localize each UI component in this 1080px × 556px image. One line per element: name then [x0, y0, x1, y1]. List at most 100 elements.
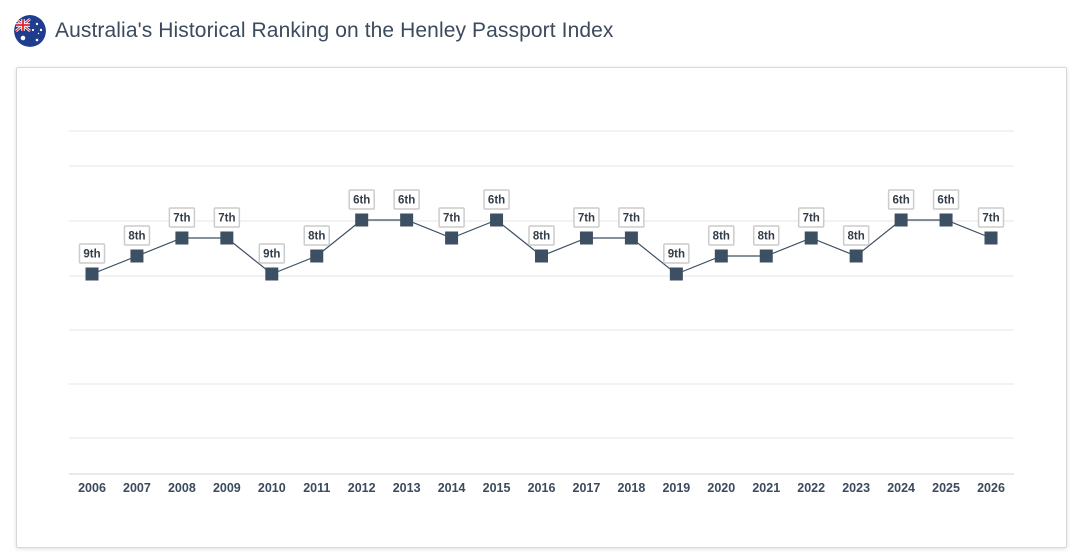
line-chart: 9th 8th 7th 7th 9th 8th 6th 6th 7th 6th 8th 7th 7th 9…	[69, 130, 1014, 495]
data-point-marker[interactable]	[624, 231, 638, 245]
data-label: 6th	[348, 189, 375, 210]
data-label-box	[303, 225, 330, 246]
x-tick-label: 2020	[707, 481, 735, 495]
data-point-marker[interactable]	[984, 231, 998, 245]
data-label-text: 6th	[892, 195, 909, 207]
data-point-marker[interactable]	[714, 249, 728, 263]
data-label-text: 8th	[713, 231, 730, 243]
data-label-text: 6th	[937, 195, 954, 207]
data-labels: 9th 8th 7th 7th 9th 8th 6th 6th 7th 6th 8th 7th 7th 9…	[78, 189, 1005, 264]
data-label: 6th	[393, 189, 420, 210]
data-label: 6th	[887, 189, 915, 210]
data-point-marker[interactable]	[669, 267, 683, 281]
x-tick-label: 2016	[528, 481, 556, 495]
data-label-text: 7th	[173, 213, 190, 225]
x-tick-label: 2015	[483, 481, 511, 495]
chart-title: Australia's Historical Ranking on the He…	[55, 19, 614, 42]
data-label-box	[932, 189, 960, 210]
data-point-marker[interactable]	[894, 213, 908, 227]
data-label-box	[797, 207, 825, 228]
chart-header: Australia's Historical Ranking on the He…	[14, 14, 614, 48]
data-label-box	[753, 225, 780, 246]
data-point-marker[interactable]	[445, 231, 459, 245]
x-tick-label: 2017	[573, 481, 601, 495]
data-point-marker[interactable]	[579, 231, 593, 245]
data-label: 6th	[932, 189, 960, 210]
x-axis: 2006 2007 2008 2009 2010 2011 2012 2013 2014 2015…	[78, 481, 1005, 495]
data-label-text: 8th	[848, 231, 865, 243]
x-tick-label: 2014	[438, 481, 466, 495]
data-label: 8th	[303, 225, 330, 246]
x-tick-label: 2024	[887, 481, 915, 495]
data-point-marker[interactable]	[849, 249, 863, 263]
data-label: 7th	[168, 207, 196, 228]
data-label: 7th	[213, 207, 241, 228]
x-tick-label: 2023	[842, 481, 870, 495]
data-label-box	[78, 243, 106, 264]
x-tick-label: 2009	[213, 481, 241, 495]
data-label-text: 7th	[803, 213, 820, 225]
data-point-marker[interactable]	[759, 249, 773, 263]
data-label-text: 9th	[263, 249, 280, 261]
data-point-marker[interactable]	[355, 213, 369, 227]
x-tick-label: 2013	[393, 481, 421, 495]
data-label-box	[708, 225, 735, 246]
data-label: 9th	[78, 243, 106, 264]
x-tick-label: 2011	[303, 481, 330, 495]
data-label-box	[258, 243, 286, 264]
data-label-text: 9th	[83, 249, 100, 261]
data-label: 8th	[708, 225, 735, 246]
data-label-box	[887, 189, 915, 210]
data-label: 9th	[258, 243, 286, 264]
data-markers	[85, 213, 998, 281]
x-tick-label: 2007	[123, 481, 151, 495]
x-tick-label: 2006	[78, 481, 106, 495]
data-label-box	[393, 189, 420, 210]
data-label-text: 9th	[668, 249, 685, 261]
data-label-text: 7th	[218, 213, 235, 225]
data-label: 7th	[573, 207, 600, 228]
data-label-box	[213, 207, 241, 228]
data-label-text: 8th	[308, 231, 325, 243]
data-point-marker[interactable]	[130, 249, 144, 263]
data-label-box	[528, 225, 555, 246]
data-label: 8th	[528, 225, 555, 246]
data-point-marker[interactable]	[939, 213, 953, 227]
data-label-text: 6th	[398, 195, 415, 207]
data-label-box	[842, 225, 870, 246]
data-label-text: 6th	[488, 195, 505, 207]
data-point-marker[interactable]	[490, 213, 504, 227]
chart-card: 9th 8th 7th 7th 9th 8th 6th 6th 7th 6th 8th 7th 7th 9…	[16, 67, 1067, 548]
data-label: 8th	[842, 225, 870, 246]
x-tick-label: 2021	[752, 481, 780, 495]
x-tick-label: 2019	[662, 481, 690, 495]
data-point-marker[interactable]	[85, 267, 99, 281]
data-label-text: 7th	[443, 213, 460, 225]
data-point-marker[interactable]	[265, 267, 279, 281]
data-label: 7th	[438, 207, 465, 228]
data-point-marker[interactable]	[175, 231, 189, 245]
x-tick-label: 2026	[977, 481, 1005, 495]
data-label-text: 8th	[128, 231, 145, 243]
data-label-text: 7th	[578, 213, 595, 225]
data-label: 8th	[123, 225, 151, 246]
data-label: 7th	[618, 207, 645, 228]
data-label-box	[977, 207, 1005, 228]
data-label-text: 8th	[758, 231, 775, 243]
data-label-box	[438, 207, 465, 228]
data-label-box	[483, 189, 510, 210]
x-tick-label: 2025	[932, 481, 960, 495]
data-label-box	[123, 225, 151, 246]
data-point-marker[interactable]	[220, 231, 234, 245]
data-label-box	[573, 207, 600, 228]
data-point-marker[interactable]	[804, 231, 818, 245]
data-point-marker[interactable]	[310, 249, 324, 263]
data-label: 8th	[753, 225, 780, 246]
data-point-marker[interactable]	[400, 213, 414, 227]
data-point-marker[interactable]	[535, 249, 548, 263]
data-label-box	[168, 207, 196, 228]
data-label-box	[618, 207, 645, 228]
x-tick-label: 2008	[168, 481, 196, 495]
x-tick-label: 2022	[797, 481, 825, 495]
data-label-text: 6th	[353, 195, 370, 207]
